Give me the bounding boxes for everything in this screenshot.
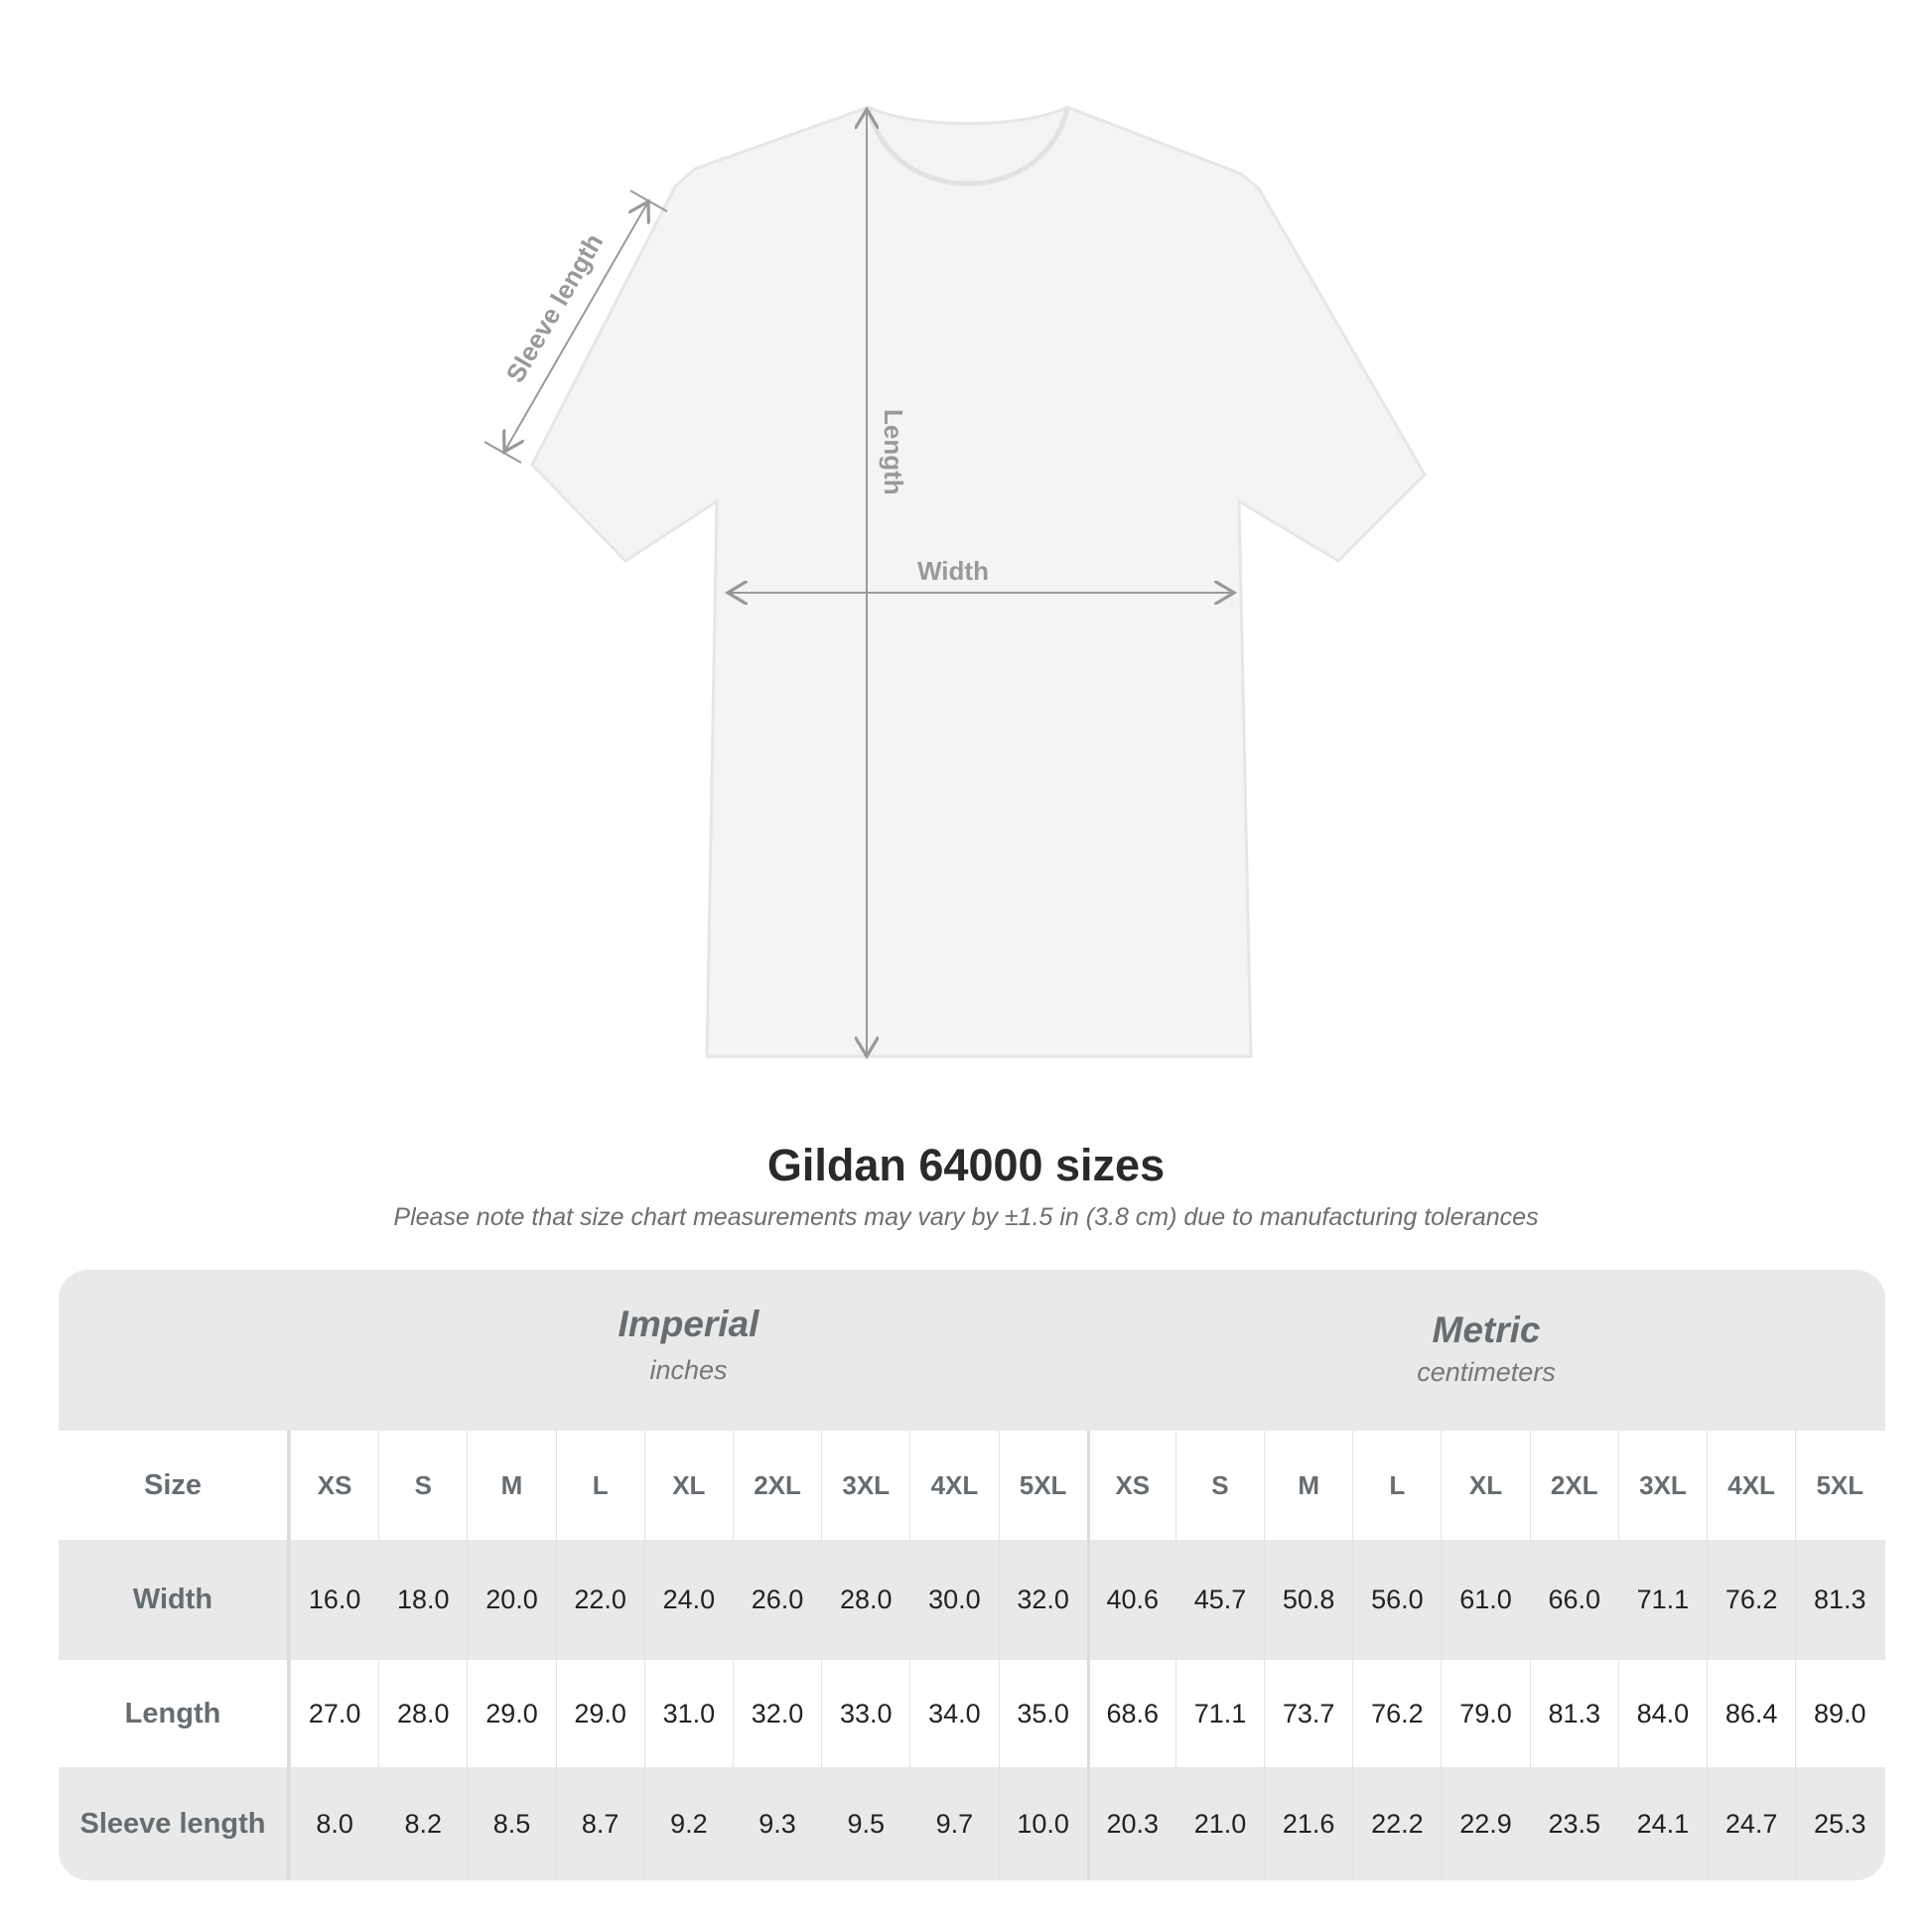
metric-title: Metric <box>1432 1310 1541 1350</box>
table-cell: 21.0 <box>1174 1767 1264 1880</box>
table-cell: 76.2 <box>1707 1540 1795 1660</box>
table-cell: 34.0 <box>909 1660 998 1767</box>
table-cell: 71.1 <box>1174 1660 1264 1767</box>
table-cell: 30.0 <box>909 1540 998 1660</box>
size-header-cell: 4XL <box>1707 1431 1795 1540</box>
table-cell: 50.8 <box>1264 1540 1352 1660</box>
metric-header: Metric centimeters <box>1087 1270 1885 1431</box>
tshirt-diagram <box>483 105 1427 1092</box>
table-cell: 76.2 <box>1352 1660 1441 1767</box>
table-cell: 27.0 <box>290 1660 378 1767</box>
size-header-cell: 5XL <box>998 1431 1087 1540</box>
page-title: Gildan 64000 sizes <box>766 1140 1166 1190</box>
size-header-cell: S <box>1174 1431 1264 1540</box>
table-cell: 32.0 <box>998 1540 1087 1660</box>
table-cell: 8.0 <box>290 1767 378 1880</box>
table-cell: 40.6 <box>1086 1540 1175 1660</box>
table-cell: 24.1 <box>1617 1767 1707 1880</box>
table-cell: 56.0 <box>1352 1540 1441 1660</box>
size-header-cell: L <box>555 1431 644 1540</box>
table-cell: 9.2 <box>643 1767 733 1880</box>
table-cell: 35.0 <box>998 1660 1087 1767</box>
table-cell: 68.6 <box>1086 1660 1175 1767</box>
size-header-cell: 3XL <box>821 1431 909 1540</box>
imperial-title: Imperial <box>618 1304 759 1344</box>
size-row: Size XS S M L XL 2XL 3XL 4XL 5XL XS S M L XL 2XL 3XL 4XL… <box>59 1431 1885 1540</box>
tolerance-note: Please note that size chart measurements… <box>393 1203 1539 1231</box>
imperial-unit: inches <box>649 1355 728 1385</box>
table-row: Sleeve length 8.0 8.2 8.5 8.7 9.2 9.3 9.5 9.7 10.… <box>59 1767 1885 1880</box>
table-cell: 9.5 <box>821 1767 909 1880</box>
table-cell: 66.0 <box>1529 1540 1618 1660</box>
table-cell: 24.0 <box>643 1540 733 1660</box>
table-cell: 31.0 <box>643 1660 733 1767</box>
table-cell: 73.7 <box>1264 1660 1352 1767</box>
row-label: Sleeve length <box>59 1767 290 1880</box>
table-cell: 28.0 <box>378 1660 467 1767</box>
table-cell: 24.7 <box>1707 1767 1795 1880</box>
table-cell: 81.3 <box>1795 1540 1883 1660</box>
row-label: Length <box>59 1660 290 1767</box>
size-header-cell: XL <box>1441 1431 1529 1540</box>
size-header-cell: XS <box>290 1431 378 1540</box>
table-cell: 10.0 <box>998 1767 1087 1880</box>
imperial-header: Imperial inches <box>290 1270 1087 1431</box>
size-header-cell: 2XL <box>732 1431 821 1540</box>
table-cell: 26.0 <box>732 1540 821 1660</box>
table-cell: 89.0 <box>1795 1660 1883 1767</box>
size-header-cell: XS <box>1086 1431 1175 1540</box>
table-cell: 8.7 <box>555 1767 644 1880</box>
size-header-cell: M <box>1264 1431 1352 1540</box>
table-cell: 8.5 <box>467 1767 555 1880</box>
width-label: Width <box>917 556 989 586</box>
size-header-cell: S <box>378 1431 467 1540</box>
table-cell: 21.6 <box>1264 1767 1352 1880</box>
table-cell: 29.0 <box>467 1660 555 1767</box>
size-label: Size <box>59 1431 290 1540</box>
size-header-cell: 2XL <box>1529 1431 1618 1540</box>
table-cell: 32.0 <box>732 1660 821 1767</box>
table-cell: 9.7 <box>909 1767 998 1880</box>
table-cell: 84.0 <box>1617 1660 1707 1767</box>
length-label: Length <box>879 409 908 495</box>
size-table: Imperial inches Metric centimeters Size … <box>59 1270 1885 1880</box>
table-cell: 81.3 <box>1529 1660 1618 1767</box>
size-header-cell: XL <box>643 1431 733 1540</box>
table-cell: 29.0 <box>555 1660 644 1767</box>
size-header-cell: L <box>1352 1431 1441 1540</box>
table-cell: 20.3 <box>1086 1767 1175 1880</box>
sleeve-arrow <box>504 202 648 452</box>
table-cell: 25.3 <box>1795 1767 1883 1880</box>
table-cell: 79.0 <box>1441 1660 1529 1767</box>
size-header-cell: 3XL <box>1617 1431 1707 1540</box>
row-label: Width <box>59 1540 290 1660</box>
table-cell: 16.0 <box>290 1540 378 1660</box>
size-header-cell: M <box>467 1431 555 1540</box>
table-cell: 71.1 <box>1617 1540 1707 1660</box>
table-cell: 86.4 <box>1707 1660 1795 1767</box>
table-cell: 18.0 <box>378 1540 467 1660</box>
table-row: Width 16.0 18.0 20.0 22.0 24.0 26.0 28.0 30.0 32.… <box>59 1540 1885 1660</box>
table-cell: 45.7 <box>1174 1540 1264 1660</box>
table-cell: 28.0 <box>821 1540 909 1660</box>
size-header-cell: 5XL <box>1795 1431 1883 1540</box>
table-row: Length 27.0 28.0 29.0 29.0 31.0 32.0 33.0 34.0 35… <box>59 1660 1885 1767</box>
table-cell: 22.2 <box>1352 1767 1441 1880</box>
table-cell: 23.5 <box>1529 1767 1618 1880</box>
table-cell: 20.0 <box>467 1540 555 1660</box>
table-cell: 9.3 <box>732 1767 821 1880</box>
table-cell: 33.0 <box>821 1660 909 1767</box>
table-cell: 8.2 <box>378 1767 467 1880</box>
table-cell: 22.9 <box>1441 1767 1529 1880</box>
metric-unit: centimeters <box>1417 1357 1556 1387</box>
table-cell: 61.0 <box>1441 1540 1529 1660</box>
table-cell: 22.0 <box>555 1540 644 1660</box>
size-header-cell: 4XL <box>909 1431 998 1540</box>
